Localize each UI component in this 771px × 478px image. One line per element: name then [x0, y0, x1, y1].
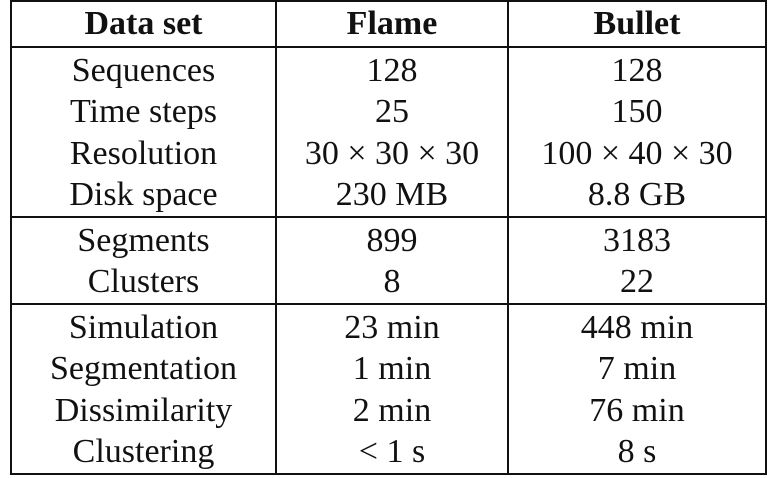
table-header: Data set Flame Bullet	[10, 0, 767, 48]
table-row: Time steps 25 150	[10, 91, 767, 133]
data-table-container: Data set Flame Bullet Sequences 128 128 …	[10, 0, 767, 475]
table-row: Simulation 23 min 448 min	[10, 304, 767, 349]
table-row: Sequences 128 128	[10, 47, 767, 92]
flame-value: 2 min	[275, 390, 509, 432]
dataset-comparison-table: Data set Flame Bullet Sequences 128 128 …	[10, 0, 767, 475]
group-timings: Simulation 23 min 448 min Segmentation 1…	[10, 304, 767, 475]
header-bullet: Bullet	[507, 0, 767, 48]
flame-value: 230 MB	[275, 174, 509, 218]
row-label: Resolution	[10, 133, 277, 175]
row-label: Dissimilarity	[10, 390, 277, 432]
row-label: Segments	[10, 217, 277, 262]
bullet-value: 8 s	[507, 431, 767, 475]
flame-value: < 1 s	[275, 431, 509, 475]
flame-value: 899	[275, 217, 509, 262]
group-segmentation-results: Segments 899 3183 Clusters 8 22	[10, 217, 767, 305]
flame-value: 1 min	[275, 348, 509, 390]
row-label: Segmentation	[10, 348, 277, 390]
table-row: Dissimilarity 2 min 76 min	[10, 390, 767, 432]
header-row: Data set Flame Bullet	[10, 0, 767, 48]
bullet-value: 7 min	[507, 348, 767, 390]
table-row: Resolution 30 × 30 × 30 100 × 40 × 30	[10, 133, 767, 175]
table-row: Segmentation 1 min 7 min	[10, 348, 767, 390]
flame-value: 25	[275, 91, 509, 133]
row-label: Simulation	[10, 304, 277, 349]
flame-value: 30 × 30 × 30	[275, 133, 509, 175]
bullet-value: 128	[507, 47, 767, 92]
table-row: Clusters 8 22	[10, 261, 767, 305]
bullet-value: 76 min	[507, 390, 767, 432]
flame-value: 128	[275, 47, 509, 92]
table-row: Disk space 230 MB 8.8 GB	[10, 174, 767, 218]
header-data-set: Data set	[10, 0, 277, 48]
header-flame: Flame	[275, 0, 509, 48]
table-row: Segments 899 3183	[10, 217, 767, 262]
row-label: Time steps	[10, 91, 277, 133]
bullet-value: 22	[507, 261, 767, 305]
row-label: Disk space	[10, 174, 277, 218]
bullet-value: 8.8 GB	[507, 174, 767, 218]
group-data-properties: Sequences 128 128 Time steps 25 150 Reso…	[10, 47, 767, 218]
bullet-value: 150	[507, 91, 767, 133]
bullet-value: 3183	[507, 217, 767, 262]
flame-value: 23 min	[275, 304, 509, 349]
bullet-value: 448 min	[507, 304, 767, 349]
table-row: Clustering < 1 s 8 s	[10, 431, 767, 475]
row-label: Clusters	[10, 261, 277, 305]
row-label: Sequences	[10, 47, 277, 92]
bullet-value: 100 × 40 × 30	[507, 133, 767, 175]
row-label: Clustering	[10, 431, 277, 475]
flame-value: 8	[275, 261, 509, 305]
